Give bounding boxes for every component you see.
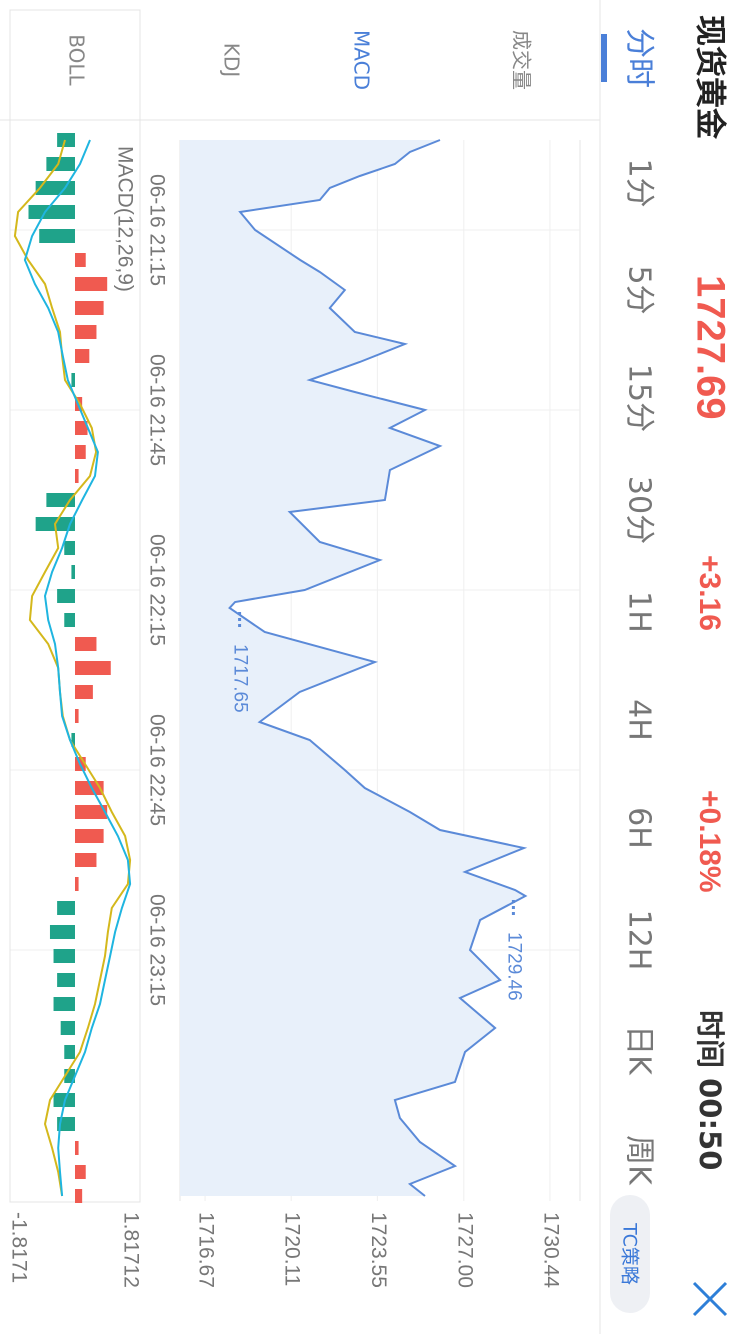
histogram-bar — [57, 901, 75, 915]
histogram-bar — [74, 1141, 79, 1155]
strategy-button[interactable]: TC策略 — [610, 1195, 650, 1313]
period-tab[interactable]: 1分 — [622, 158, 657, 207]
y-tick-label: -1.8171 — [7, 1212, 30, 1283]
close-button[interactable] — [692, 1281, 728, 1317]
histogram-bar — [74, 325, 97, 339]
histogram-bar — [74, 253, 86, 267]
charts: 1716.67 1720.11 1723.55 1727.00 1730.44 06-16… — [7, 9, 581, 1288]
extreme-label: 1717.65 — [230, 644, 251, 713]
period-tabs: 分时 1分 5分 15分 30分 1H 4H 6H 12H 日K 周K — [601, 28, 657, 1186]
period-tab[interactable]: 周K — [622, 1135, 657, 1186]
y-tick-label: 1723.55 — [367, 1212, 390, 1288]
indicator-tab[interactable]: 成交量 — [510, 30, 534, 90]
histogram-bar — [74, 445, 86, 459]
period-tab[interactable]: 15分 — [622, 364, 657, 432]
indicator-tab[interactable]: BOLL — [65, 34, 89, 86]
histogram-bar — [74, 781, 104, 795]
x-tick-label: 06-16 21:15 — [145, 174, 168, 286]
histogram-bar — [74, 853, 97, 867]
price-change-pct: +0.18% — [693, 790, 726, 893]
histogram-bar — [49, 925, 75, 939]
price-change: +3.16 — [693, 555, 726, 631]
histogram-bar — [64, 613, 75, 627]
histogram-bar — [74, 877, 79, 891]
area-fill — [180, 140, 526, 1196]
histogram-bar — [53, 997, 75, 1011]
macd-line — [23, 139, 132, 1197]
period-tab[interactable]: 分时 — [622, 28, 657, 88]
histogram-bar — [57, 973, 75, 987]
histogram-bar — [74, 637, 97, 651]
histogram-bar — [28, 205, 75, 219]
indicator-tabs: 成交量 MACD KDJ BOLL — [65, 30, 534, 90]
histogram-bar — [74, 1165, 86, 1179]
extreme-label: 1729.46 — [503, 932, 524, 1001]
y-tick-label: 1727.00 — [453, 1212, 476, 1288]
macd-line — [13, 139, 132, 1197]
histogram-bar — [74, 685, 93, 699]
histogram-bar — [60, 1021, 75, 1035]
histogram-bar — [74, 829, 104, 843]
button-label: TC策略 — [619, 1222, 641, 1285]
histogram-bar — [57, 589, 75, 603]
period-tab[interactable]: 1H — [622, 591, 657, 633]
active-indicator — [601, 34, 607, 82]
histogram-bar — [57, 133, 75, 147]
period-tab[interactable]: 30分 — [622, 476, 657, 544]
y-tick-label: 1.81712 — [119, 1212, 142, 1288]
histogram-bar — [74, 1189, 83, 1203]
histogram-bar — [64, 1045, 75, 1059]
y-tick-label: 1730.44 — [539, 1212, 562, 1288]
x-tick-label: 06-16 23:15 — [145, 894, 168, 1006]
x-tick-label: 06-16 22:15 — [145, 534, 168, 646]
indicator-tab[interactable]: KDJ — [220, 43, 244, 77]
histogram-bar — [35, 181, 75, 195]
x-tick-label: 06-16 21:45 — [145, 354, 168, 466]
histogram-bar — [74, 277, 108, 291]
close-icon — [692, 1281, 728, 1317]
price-line — [228, 139, 528, 1197]
button-bg — [610, 1195, 650, 1313]
histogram-bar — [74, 421, 88, 435]
histogram-bar — [46, 157, 75, 171]
indicator-title: MACD(12,26,9) — [113, 146, 136, 292]
histogram-bar — [74, 805, 108, 819]
period-tab[interactable]: 6H — [622, 807, 657, 849]
histogram-bar — [74, 469, 79, 483]
histogram-bar — [74, 661, 111, 675]
histogram-bar — [74, 301, 104, 315]
period-tab[interactable]: 日K — [622, 1025, 657, 1076]
y-tick-label: 1720.11 — [281, 1212, 304, 1286]
indicator-tab[interactable]: MACD — [350, 30, 374, 90]
y-tick-label: 1716.67 — [195, 1212, 218, 1288]
histogram-bar — [64, 541, 75, 555]
time-label: 时间 00:50 — [693, 1010, 727, 1170]
period-tab[interactable]: 5分 — [622, 265, 657, 314]
x-tick-label: 06-16 22:45 — [145, 714, 168, 826]
histogram-bar — [39, 229, 75, 243]
last-price: 1727.69 — [688, 275, 732, 420]
histogram-bar — [74, 709, 79, 723]
histogram-bar — [74, 349, 90, 363]
histogram-bar — [71, 373, 75, 387]
histogram-bar — [71, 565, 75, 579]
instrument-title: 现货黄金 — [692, 15, 728, 140]
period-tab[interactable]: 4H — [622, 699, 657, 741]
period-tab[interactable]: 12H — [622, 910, 657, 971]
histogram-bar — [53, 949, 75, 963]
